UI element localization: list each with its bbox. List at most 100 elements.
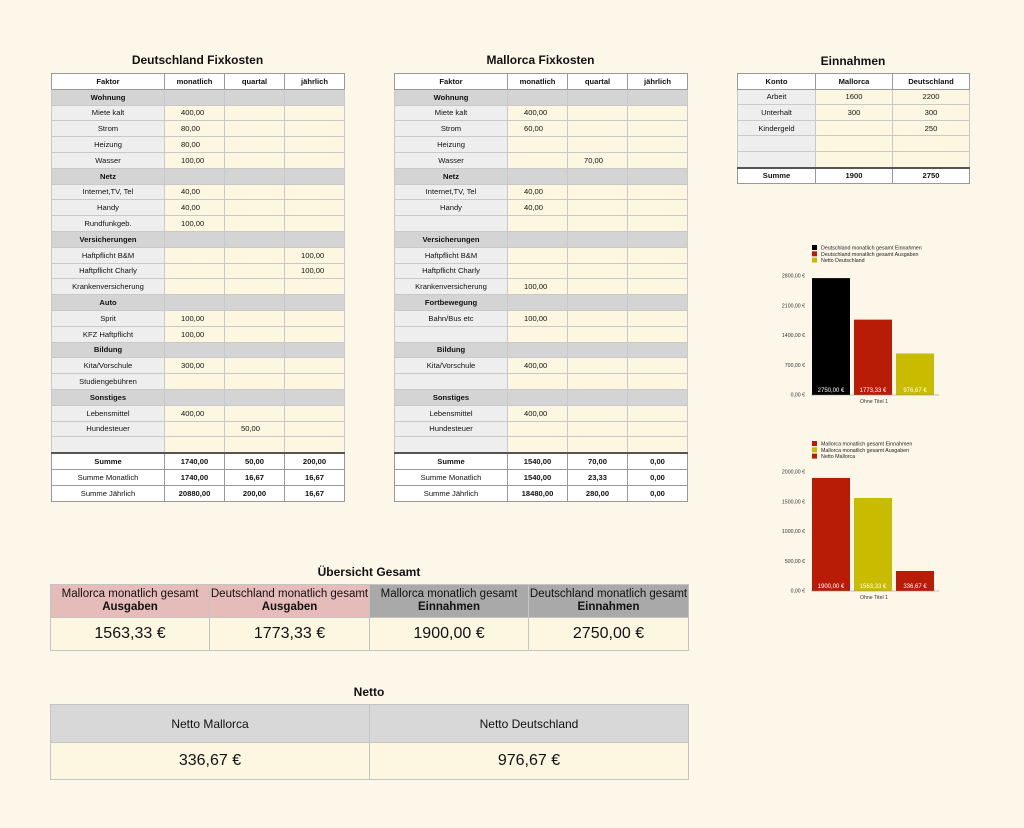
value-cell[interactable] bbox=[164, 246, 225, 264]
value-cell[interactable] bbox=[627, 215, 688, 232]
value-cell[interactable] bbox=[815, 119, 893, 137]
value-cell[interactable] bbox=[567, 294, 628, 311]
value-cell[interactable] bbox=[567, 88, 628, 106]
value-cell[interactable] bbox=[567, 120, 628, 138]
value-cell[interactable] bbox=[507, 136, 568, 153]
value-cell[interactable]: 80,00 bbox=[164, 136, 225, 153]
value-cell[interactable] bbox=[284, 183, 345, 201]
value-cell[interactable] bbox=[627, 309, 688, 327]
value-cell[interactable]: 100,00 bbox=[284, 262, 345, 280]
value-cell[interactable] bbox=[567, 278, 628, 296]
value-cell[interactable]: 40,00 bbox=[507, 183, 568, 201]
value-cell[interactable] bbox=[284, 373, 345, 390]
value-cell[interactable] bbox=[507, 294, 568, 311]
value-cell[interactable] bbox=[224, 230, 285, 248]
value-cell[interactable] bbox=[224, 104, 285, 122]
value-cell[interactable] bbox=[284, 230, 345, 248]
value-cell[interactable] bbox=[567, 309, 628, 327]
value-cell[interactable] bbox=[567, 325, 628, 343]
value-cell[interactable] bbox=[627, 294, 688, 311]
value-cell[interactable] bbox=[627, 278, 688, 296]
value-cell[interactable] bbox=[164, 436, 225, 454]
value-cell[interactable] bbox=[627, 246, 688, 264]
value-cell[interactable]: 40,00 bbox=[164, 199, 225, 217]
value-cell[interactable]: 100,00 bbox=[164, 215, 225, 232]
value-cell[interactable]: 400,00 bbox=[507, 104, 568, 122]
value-cell[interactable]: 400,00 bbox=[507, 404, 568, 422]
value-cell[interactable] bbox=[627, 104, 688, 122]
value-cell[interactable] bbox=[224, 325, 285, 343]
value-cell[interactable] bbox=[507, 215, 568, 232]
value-cell[interactable] bbox=[224, 262, 285, 280]
value-cell[interactable] bbox=[164, 373, 225, 390]
value-cell[interactable] bbox=[627, 436, 688, 454]
value-cell[interactable] bbox=[284, 151, 345, 169]
value-cell[interactable] bbox=[224, 215, 285, 232]
value-cell[interactable]: 100,00 bbox=[284, 246, 345, 264]
value-cell[interactable] bbox=[224, 278, 285, 296]
value-cell[interactable] bbox=[627, 183, 688, 201]
value-cell[interactable] bbox=[284, 215, 345, 232]
value-cell[interactable] bbox=[164, 420, 225, 438]
value-cell[interactable] bbox=[627, 373, 688, 390]
value-cell[interactable] bbox=[164, 167, 225, 185]
value-cell[interactable] bbox=[567, 420, 628, 438]
value-cell[interactable] bbox=[507, 230, 568, 248]
value-cell[interactable]: 250 bbox=[892, 119, 970, 137]
value-cell[interactable]: 2200 bbox=[892, 88, 970, 106]
value-cell[interactable] bbox=[892, 135, 970, 152]
value-cell[interactable] bbox=[627, 167, 688, 185]
value-cell[interactable]: 60,00 bbox=[507, 120, 568, 138]
value-cell[interactable] bbox=[224, 294, 285, 311]
value-cell[interactable] bbox=[224, 373, 285, 390]
value-cell[interactable]: 400,00 bbox=[164, 404, 225, 422]
value-cell[interactable] bbox=[164, 388, 225, 406]
value-cell[interactable] bbox=[284, 136, 345, 153]
value-cell[interactable] bbox=[815, 135, 893, 152]
value-cell[interactable] bbox=[507, 262, 568, 280]
value-cell[interactable] bbox=[164, 262, 225, 280]
value-cell[interactable] bbox=[567, 104, 628, 122]
value-cell[interactable] bbox=[164, 341, 225, 359]
value-cell[interactable] bbox=[224, 388, 285, 406]
value-cell[interactable] bbox=[164, 278, 225, 296]
value-cell[interactable] bbox=[567, 215, 628, 232]
value-cell[interactable]: 300 bbox=[815, 104, 893, 121]
value-cell[interactable] bbox=[284, 420, 345, 438]
value-cell[interactable] bbox=[284, 294, 345, 311]
value-cell[interactable] bbox=[627, 325, 688, 343]
value-cell[interactable] bbox=[284, 278, 345, 296]
value-cell[interactable] bbox=[507, 151, 568, 169]
value-cell[interactable] bbox=[567, 230, 628, 248]
value-cell[interactable] bbox=[224, 309, 285, 327]
value-cell[interactable] bbox=[164, 88, 225, 106]
value-cell[interactable] bbox=[567, 373, 628, 390]
value-cell[interactable]: 40,00 bbox=[507, 199, 568, 217]
overview-value-deutschland-einnahmen[interactable]: 2750,00 € bbox=[528, 617, 689, 651]
netto-deutschland-value[interactable]: 976,67 € bbox=[369, 742, 689, 780]
value-cell[interactable] bbox=[507, 420, 568, 438]
value-cell[interactable] bbox=[224, 183, 285, 201]
value-cell[interactable] bbox=[284, 309, 345, 327]
value-cell[interactable] bbox=[284, 104, 345, 122]
value-cell[interactable] bbox=[567, 183, 628, 201]
value-cell[interactable]: 100,00 bbox=[507, 309, 568, 327]
value-cell[interactable] bbox=[627, 262, 688, 280]
value-cell[interactable] bbox=[567, 357, 628, 375]
value-cell[interactable] bbox=[507, 373, 568, 390]
value-cell[interactable]: 400,00 bbox=[507, 357, 568, 375]
value-cell[interactable] bbox=[627, 199, 688, 217]
value-cell[interactable] bbox=[507, 341, 568, 359]
value-cell[interactable]: 300 bbox=[892, 104, 970, 121]
value-cell[interactable]: 100,00 bbox=[507, 278, 568, 296]
value-cell[interactable] bbox=[627, 151, 688, 169]
value-cell[interactable] bbox=[627, 357, 688, 375]
value-cell[interactable] bbox=[567, 167, 628, 185]
value-cell[interactable] bbox=[567, 388, 628, 406]
value-cell[interactable] bbox=[567, 436, 628, 454]
value-cell[interactable]: 80,00 bbox=[164, 120, 225, 138]
value-cell[interactable] bbox=[224, 167, 285, 185]
value-cell[interactable] bbox=[284, 341, 345, 359]
value-cell[interactable] bbox=[224, 120, 285, 138]
value-cell[interactable] bbox=[224, 151, 285, 169]
